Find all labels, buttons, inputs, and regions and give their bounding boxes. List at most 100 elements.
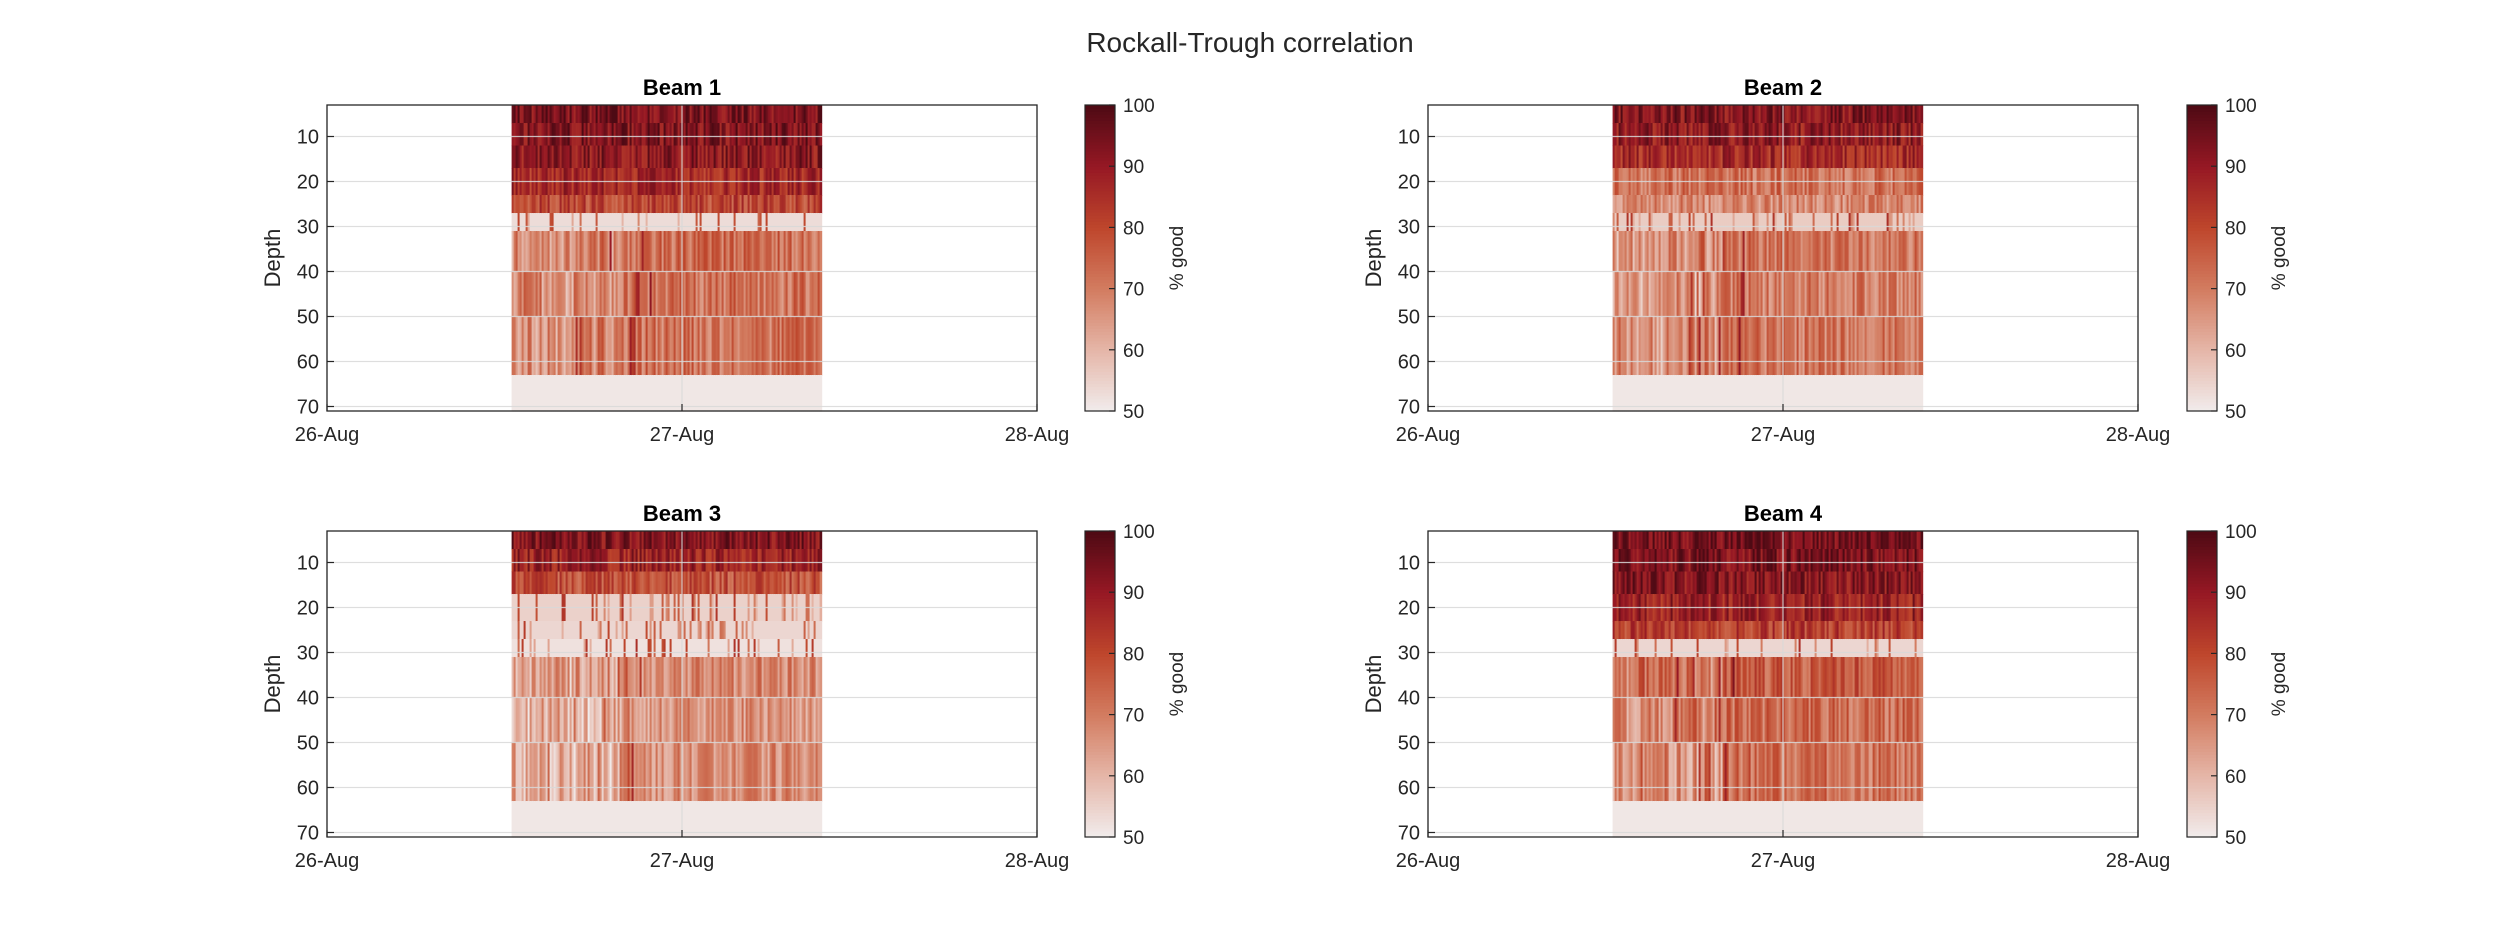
heatmap-cell: [713, 231, 717, 273]
heatmap-cell: [1898, 145, 1902, 169]
heatmap-cell: [1854, 375, 1858, 412]
heatmap-cell: [785, 195, 789, 214]
heatmap-cell: [661, 375, 665, 412]
heatmap-cell: [1914, 213, 1918, 232]
heatmap-cell: [663, 375, 667, 412]
heatmap-cell: [699, 657, 703, 699]
heatmap-cell: [535, 531, 539, 550]
heatmap-cell: [727, 621, 731, 640]
heatmap-cell: [1768, 316, 1772, 376]
heatmap-cell: [1790, 213, 1794, 232]
heatmap-cell: [1862, 316, 1866, 376]
colorbar-step: [2187, 218, 2217, 222]
heatmap-cell: [743, 549, 747, 573]
heatmap-cell: [519, 531, 523, 550]
heatmap-cell: [609, 213, 613, 232]
heatmap-cell: [637, 105, 641, 124]
heatmap-cell: [661, 271, 665, 318]
heatmap-cell: [689, 145, 693, 169]
heatmap-cell: [705, 316, 709, 376]
heatmap-cell: [691, 549, 695, 573]
heatmap-cell: [1656, 123, 1660, 147]
heatmap-cell: [531, 621, 535, 640]
heatmap-cell: [1800, 316, 1804, 376]
heatmap-cell: [693, 621, 697, 640]
heatmap-cell: [731, 145, 735, 169]
heatmap-cell: [781, 105, 785, 124]
heatmap-cell: [1734, 375, 1738, 412]
colorbar-step: [1085, 245, 1115, 250]
heatmap-cell: [629, 549, 633, 573]
heatmap-cell: [1864, 195, 1868, 214]
heatmap-cell: [1712, 195, 1716, 214]
heatmap-cell: [767, 621, 771, 640]
heatmap-cell: [1686, 375, 1690, 412]
heatmap-cell: [547, 801, 551, 838]
heatmap-cell: [813, 549, 817, 573]
heatmap-cell: [1826, 271, 1830, 318]
heatmap-cell: [1762, 123, 1766, 147]
heatmap-cell: [631, 195, 635, 214]
heatmap-cell: [671, 697, 675, 744]
heatmap-cell: [725, 231, 729, 273]
heatmap-cell: [1802, 105, 1806, 124]
heatmap-cell: [1888, 195, 1892, 214]
heatmap-cell: [817, 316, 821, 376]
heatmap-cell: [1898, 213, 1902, 232]
heatmap-cell: [1724, 195, 1728, 214]
heatmap-cell: [741, 657, 745, 699]
heatmap-cell: [1640, 271, 1644, 318]
heatmap-cell: [1838, 375, 1842, 412]
heatmap-cell: [797, 657, 801, 699]
heatmap-cell: [781, 549, 785, 573]
heatmap-cell: [1624, 145, 1628, 169]
heatmap-cell: [579, 145, 583, 169]
heatmap-cell: [541, 195, 545, 214]
heatmap-cell: [1722, 195, 1726, 214]
heatmap-cell: [1790, 271, 1794, 318]
heatmap-cell: [663, 697, 667, 744]
heatmap-cell: [533, 375, 537, 412]
heatmap-cell: [609, 571, 613, 595]
heatmap-cell: [797, 375, 801, 412]
heatmap-cell: [795, 571, 799, 595]
heatmap-cell: [803, 531, 807, 550]
heatmap-cell: [1810, 105, 1814, 124]
x-tick-label: 27-Aug: [1751, 424, 1816, 446]
heatmap-cell: [723, 621, 727, 640]
heatmap-cell: [521, 123, 525, 147]
heatmap-cell: [705, 571, 709, 595]
heatmap-cell: [1644, 316, 1648, 376]
heatmap-cell: [571, 316, 575, 376]
heatmap-cell: [781, 231, 785, 273]
heatmap-cell: [595, 657, 599, 699]
heatmap-cell: [753, 145, 757, 169]
heatmap-cell: [1804, 105, 1808, 124]
heatmap-cell: [567, 105, 571, 124]
y-tick-label: 60: [297, 352, 319, 374]
heatmap-cell: [783, 123, 787, 147]
heatmap-cell: [679, 213, 683, 232]
heatmap-cell: [1758, 316, 1762, 376]
heatmap-cell: [1698, 316, 1702, 376]
heatmap-cell: [653, 697, 657, 744]
heatmap-cell: [535, 621, 539, 640]
heatmap-cell: [707, 271, 711, 318]
heatmap-cell: [681, 531, 685, 550]
heatmap-cell: [639, 213, 643, 232]
heatmap-cell: [1806, 195, 1810, 214]
heatmap-cell: [1830, 231, 1834, 273]
heatmap-cell: [541, 621, 545, 640]
heatmap-cell: [723, 801, 727, 838]
heatmap-cell: [1818, 375, 1822, 412]
heatmap-cell: [1880, 123, 1884, 147]
colorbar-step: [1085, 322, 1115, 326]
heatmap-cell: [549, 316, 553, 376]
heatmap-cell: [1786, 213, 1790, 232]
heatmap-cell: [1838, 105, 1842, 124]
heatmap-cell: [1852, 145, 1856, 169]
heatmap-cell: [1656, 231, 1660, 273]
heatmap-cell: [613, 657, 617, 699]
heatmap-cell: [1818, 123, 1822, 147]
heatmap-cell: [677, 697, 681, 744]
